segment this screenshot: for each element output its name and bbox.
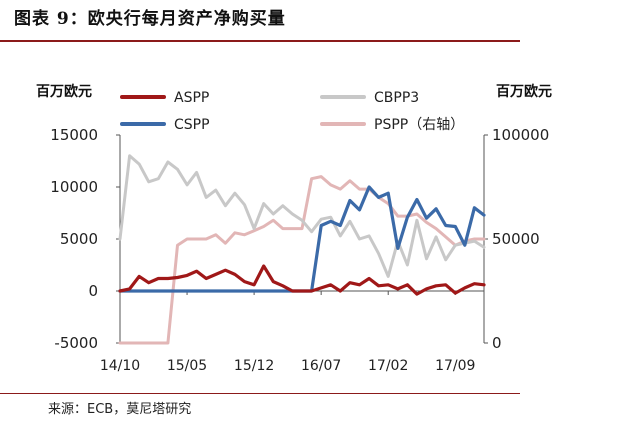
x-tick-label: 15/12 <box>234 358 274 374</box>
left-y-tick-label: 10000 <box>50 178 98 196</box>
x-tick-label: 15/05 <box>167 358 207 374</box>
series-line-aspp <box>118 264 486 296</box>
series-line-cbpp3 <box>118 154 486 278</box>
left-y-tick-label: 5000 <box>60 230 98 248</box>
legend-label: CSPP <box>174 117 210 133</box>
x-tick-label: 17/09 <box>435 358 475 374</box>
right-axis-unit-label: 百万欧元 <box>496 83 552 100</box>
left-y-tick-label: 0 <box>88 282 98 300</box>
title-divider <box>0 40 520 42</box>
left-y-tick-label: 15000 <box>50 126 98 144</box>
left-y-tick-label: -5000 <box>54 334 98 352</box>
right-y-tick-label: 0 <box>492 334 502 352</box>
legend-label: ASPP <box>174 90 209 106</box>
right-y-tick-label: 50000 <box>492 230 540 248</box>
source-divider <box>0 393 520 394</box>
series-line-pspp <box>118 175 486 345</box>
x-tick-label: 14/10 <box>100 358 140 374</box>
legend-label: PSPP（右轴） <box>374 117 464 133</box>
left-axis-unit-label: 百万欧元 <box>36 83 92 100</box>
x-tick-label: 17/02 <box>368 358 408 374</box>
x-tick-label: 16/07 <box>301 358 341 374</box>
legend-label: CBPP3 <box>374 90 419 106</box>
source-note: 来源：ECB，莫尼塔研究 <box>48 402 192 417</box>
figure-title: 图表 9：欧央行每月资产净购买量 <box>14 9 286 29</box>
right-y-tick-label: 100000 <box>492 126 549 144</box>
